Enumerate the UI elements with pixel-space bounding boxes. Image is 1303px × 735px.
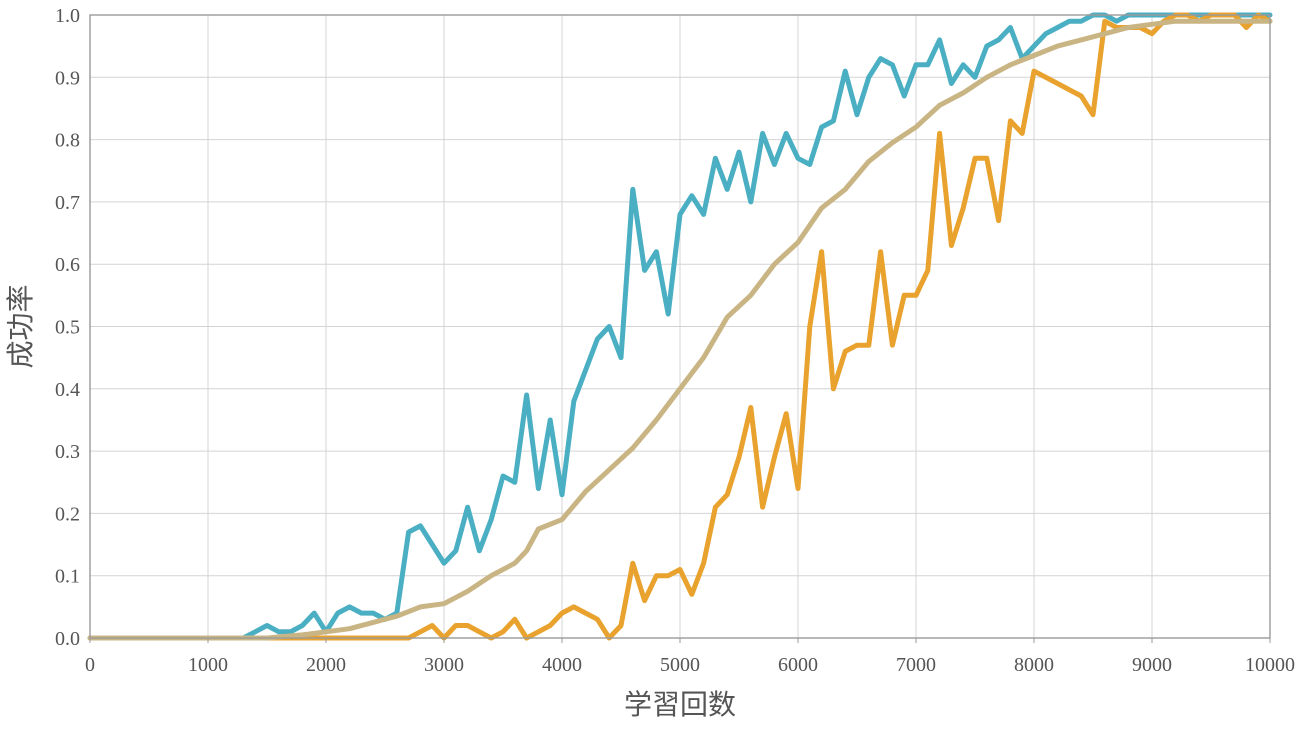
y-tick-label: 0.9 — [55, 67, 80, 89]
x-tick-label: 8000 — [1014, 654, 1054, 676]
x-axis-ticks: 0 1000 2000 3000 4000 5000 6000 7000 8000 9000 100… — [85, 638, 1295, 676]
y-tick-label: 0.6 — [55, 254, 80, 276]
x-tick-label: 10000 — [1245, 654, 1295, 676]
x-tick-label: 9000 — [1132, 654, 1172, 676]
y-axis-ticks: 0.0 0.1 0.2 0.3 0.4 0.5 0.6 0.7 0.8 0.9 1.0 — [55, 5, 80, 650]
y-tick-label: 0.0 — [55, 628, 80, 650]
y-axis-title: 成功率 — [4, 284, 37, 368]
y-tick-label: 0.8 — [55, 130, 80, 152]
y-tick-label: 0.3 — [55, 441, 80, 463]
x-tick-label: 4000 — [542, 654, 582, 676]
y-tick-label: 0.2 — [55, 503, 80, 525]
y-tick-label: 0.7 — [55, 192, 80, 214]
series-line-3 — [87, 18, 1273, 641]
y-tick-label: 1.0 — [55, 5, 80, 27]
x-tick-label: 7000 — [896, 654, 936, 676]
x-tick-label: 6000 — [778, 654, 818, 676]
series-group — [87, 12, 1273, 641]
x-tick-label: 3000 — [424, 654, 464, 676]
x-axis-title: 学習回数 — [624, 688, 736, 721]
x-tick-label: 5000 — [660, 654, 700, 676]
x-tick-label: 0 — [85, 654, 95, 676]
y-tick-label: 0.1 — [55, 566, 80, 588]
y-tick-label: 0.5 — [55, 317, 80, 339]
x-tick-label: 1000 — [188, 654, 228, 676]
x-tick-label: 2000 — [306, 654, 346, 676]
y-tick-label: 0.4 — [55, 379, 80, 401]
